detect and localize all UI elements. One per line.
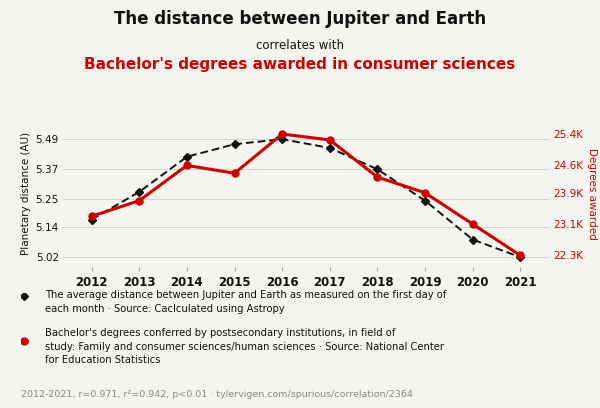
Text: Bachelor's degrees awarded in consumer sciences: Bachelor's degrees awarded in consumer s… — [85, 57, 515, 72]
Text: 2012-2021, r=0.971, r²=0.942, p<0.01 · tylervigen.com/spurious/correlation/2364: 2012-2021, r=0.971, r²=0.942, p<0.01 · t… — [21, 390, 413, 399]
Text: The average distance between Jupiter and Earth as measured on the first day of
e: The average distance between Jupiter and… — [45, 290, 446, 314]
Y-axis label: Degrees awarded: Degrees awarded — [587, 148, 597, 239]
Text: correlates with: correlates with — [256, 39, 344, 52]
Text: The distance between Jupiter and Earth: The distance between Jupiter and Earth — [114, 10, 486, 28]
Y-axis label: Planetary distance (AU): Planetary distance (AU) — [22, 132, 31, 255]
Text: Bachelor's degrees conferred by postsecondary institutions, in field of
study: F: Bachelor's degrees conferred by postseco… — [45, 328, 444, 365]
